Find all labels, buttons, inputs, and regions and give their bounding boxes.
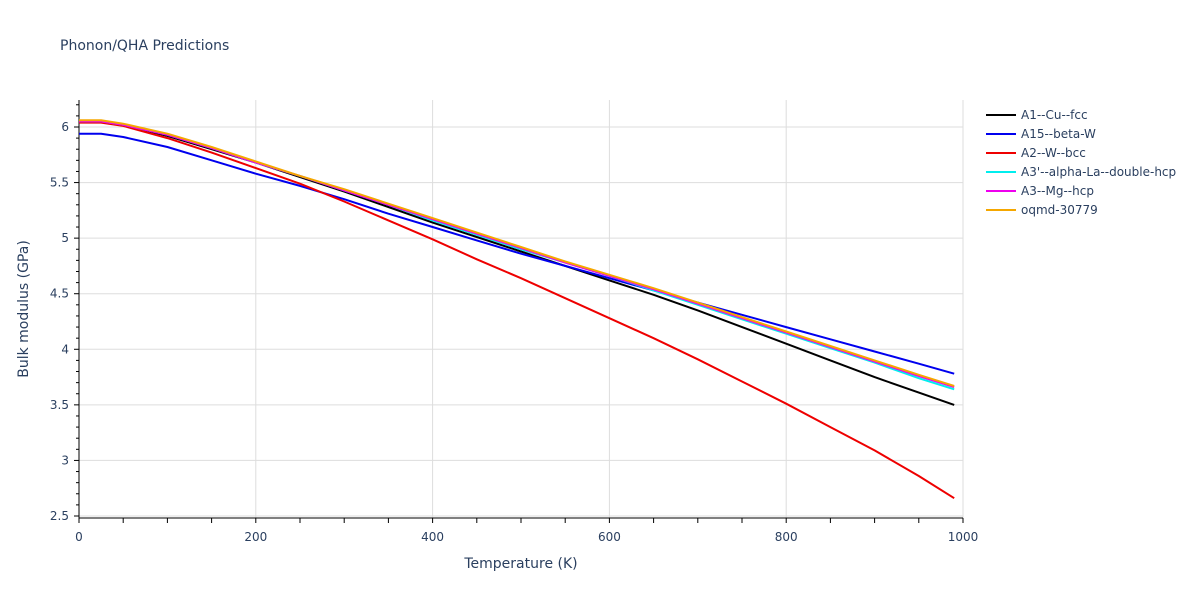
legend-item[interactable]: A2--W--bcc <box>986 146 1086 160</box>
series-line[interactable] <box>79 132 955 375</box>
series-line[interactable] <box>79 119 955 387</box>
legend-label: A3'--alpha-La--double-hcp <box>1021 165 1176 179</box>
legend-item[interactable]: A1--Cu--fcc <box>986 108 1088 122</box>
legend-label: oqmd-30779 <box>1021 203 1098 217</box>
x-tick-label: 0 <box>75 530 83 544</box>
legend-label: A2--W--bcc <box>1021 146 1086 160</box>
y-tick-label: 4.5 <box>50 287 69 301</box>
legend-item[interactable]: A15--beta-W <box>986 127 1096 141</box>
legend-label: A15--beta-W <box>1021 127 1096 141</box>
axes: 0 200 400 600 800 1000 2.5 3 3.5 4 4.5 5 5.5 6 <box>50 100 978 544</box>
x-tick-label: 1000 <box>948 530 979 544</box>
series-line[interactable] <box>79 120 955 406</box>
y-tick-label: 2.5 <box>50 509 69 523</box>
legend-item[interactable]: A3--Mg--hcp <box>986 184 1094 198</box>
gridlines <box>79 100 964 518</box>
legend-item[interactable]: oqmd-30779 <box>986 203 1098 217</box>
legend-label: A3--Mg--hcp <box>1021 184 1094 198</box>
y-tick-label: 6 <box>61 120 69 134</box>
legend[interactable]: A1--Cu--fcc A15--beta-W A2--W--bcc A3'--alp… <box>986 108 1176 217</box>
series-line[interactable] <box>79 120 955 389</box>
series-line[interactable] <box>79 121 955 500</box>
x-tick-label: 200 <box>244 530 267 544</box>
y-tick-label: 5.5 <box>50 176 69 190</box>
legend-label: A1--Cu--fcc <box>1021 108 1088 122</box>
y-tick-label: 3 <box>61 453 69 467</box>
chart-title: Phonon/QHA Predictions <box>60 38 229 54</box>
legend-item[interactable]: A3'--alpha-La--double-hcp <box>986 165 1176 179</box>
y-axis-title: Bulk modulus (GPa) <box>16 240 32 378</box>
y-tick-label: 3.5 <box>50 398 69 412</box>
x-tick-label: 800 <box>775 530 798 544</box>
x-tick-label: 400 <box>421 530 444 544</box>
plot-area[interactable] <box>79 119 955 500</box>
x-axis-title: Temperature (K) <box>463 556 577 572</box>
x-tick-label: 600 <box>598 530 621 544</box>
y-tick-label: 4 <box>61 342 69 356</box>
y-tick-label: 5 <box>61 231 69 245</box>
